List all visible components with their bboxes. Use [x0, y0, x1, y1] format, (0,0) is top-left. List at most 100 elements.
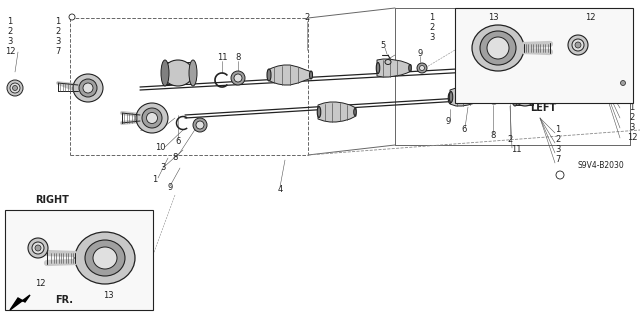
- Ellipse shape: [354, 108, 356, 115]
- Text: 1: 1: [56, 18, 61, 26]
- Text: 8: 8: [522, 78, 527, 86]
- Text: RIGHT: RIGHT: [35, 195, 69, 205]
- Circle shape: [234, 74, 242, 82]
- Text: 3: 3: [7, 38, 13, 47]
- Circle shape: [508, 95, 513, 100]
- Text: 6: 6: [461, 125, 467, 135]
- Text: S9V4-B2030: S9V4-B2030: [578, 160, 625, 169]
- Text: 12: 12: [4, 48, 15, 56]
- Bar: [515, 87, 533, 105]
- Circle shape: [572, 39, 584, 51]
- Circle shape: [556, 171, 564, 179]
- Circle shape: [487, 90, 501, 104]
- Circle shape: [35, 245, 41, 251]
- Circle shape: [419, 65, 424, 70]
- Circle shape: [10, 83, 20, 93]
- Circle shape: [32, 242, 44, 254]
- Circle shape: [231, 71, 245, 85]
- Text: 1: 1: [152, 175, 157, 184]
- Ellipse shape: [189, 60, 197, 86]
- Ellipse shape: [385, 60, 391, 64]
- Text: 7: 7: [55, 48, 61, 56]
- Text: LEFT: LEFT: [530, 103, 556, 113]
- Ellipse shape: [487, 37, 509, 59]
- Text: 2: 2: [629, 114, 635, 122]
- Circle shape: [505, 93, 515, 103]
- Ellipse shape: [147, 113, 157, 123]
- Ellipse shape: [93, 247, 117, 269]
- Polygon shape: [318, 102, 356, 122]
- Bar: [455, 8, 633, 103]
- Ellipse shape: [161, 60, 169, 86]
- Bar: [165, 62, 193, 84]
- Text: 2: 2: [56, 27, 61, 36]
- Circle shape: [568, 35, 588, 55]
- Bar: [5, 210, 153, 310]
- Ellipse shape: [85, 240, 125, 276]
- Text: 3: 3: [556, 145, 561, 154]
- Text: 4: 4: [277, 186, 283, 195]
- Text: 3: 3: [629, 123, 635, 132]
- Circle shape: [615, 75, 631, 91]
- Text: 8: 8: [236, 54, 241, 63]
- Ellipse shape: [267, 69, 271, 81]
- Text: 12: 12: [585, 12, 595, 21]
- Text: 3: 3: [429, 33, 435, 42]
- Ellipse shape: [472, 25, 524, 71]
- Text: 1: 1: [556, 125, 561, 135]
- Ellipse shape: [142, 108, 162, 128]
- Text: 3: 3: [160, 164, 166, 173]
- Text: 3: 3: [55, 38, 61, 47]
- Polygon shape: [268, 65, 312, 85]
- Ellipse shape: [75, 232, 135, 284]
- Ellipse shape: [518, 89, 532, 103]
- Text: 2: 2: [556, 136, 561, 145]
- Ellipse shape: [310, 71, 312, 79]
- Ellipse shape: [480, 31, 516, 65]
- Text: 9: 9: [445, 117, 451, 127]
- Circle shape: [621, 80, 625, 85]
- Ellipse shape: [514, 86, 536, 106]
- Polygon shape: [377, 59, 411, 77]
- Text: 11: 11: [511, 145, 521, 154]
- Text: 2: 2: [508, 136, 513, 145]
- Text: 6: 6: [175, 137, 180, 146]
- Ellipse shape: [409, 64, 412, 71]
- Text: 12: 12: [627, 133, 637, 143]
- Text: 8: 8: [490, 130, 496, 139]
- Ellipse shape: [163, 60, 193, 86]
- Text: FR.: FR.: [55, 295, 73, 305]
- Text: 1: 1: [629, 103, 635, 113]
- Ellipse shape: [317, 107, 321, 117]
- Text: 1: 1: [429, 13, 435, 23]
- Text: 2: 2: [305, 13, 310, 23]
- Text: 13: 13: [102, 291, 113, 300]
- Ellipse shape: [73, 74, 103, 102]
- Text: 12: 12: [35, 278, 45, 287]
- Circle shape: [69, 14, 75, 20]
- Text: 10: 10: [155, 144, 165, 152]
- Circle shape: [417, 63, 427, 73]
- Text: 1: 1: [8, 18, 13, 26]
- Ellipse shape: [83, 83, 93, 93]
- Text: 13: 13: [488, 12, 499, 21]
- Ellipse shape: [511, 86, 518, 106]
- Text: 2: 2: [429, 24, 435, 33]
- Text: 9: 9: [417, 48, 422, 57]
- Text: 8: 8: [172, 153, 178, 162]
- Ellipse shape: [448, 93, 452, 103]
- Circle shape: [28, 238, 48, 258]
- Text: 11: 11: [217, 54, 227, 63]
- Circle shape: [193, 118, 207, 132]
- Polygon shape: [10, 295, 30, 310]
- Ellipse shape: [479, 93, 481, 100]
- Ellipse shape: [376, 63, 380, 73]
- Text: 3: 3: [508, 68, 513, 77]
- Ellipse shape: [449, 92, 452, 102]
- Circle shape: [196, 121, 204, 129]
- Circle shape: [13, 85, 17, 91]
- Text: 7: 7: [556, 155, 561, 165]
- Text: 5: 5: [380, 41, 386, 49]
- Circle shape: [575, 42, 581, 48]
- Text: 2: 2: [8, 27, 13, 36]
